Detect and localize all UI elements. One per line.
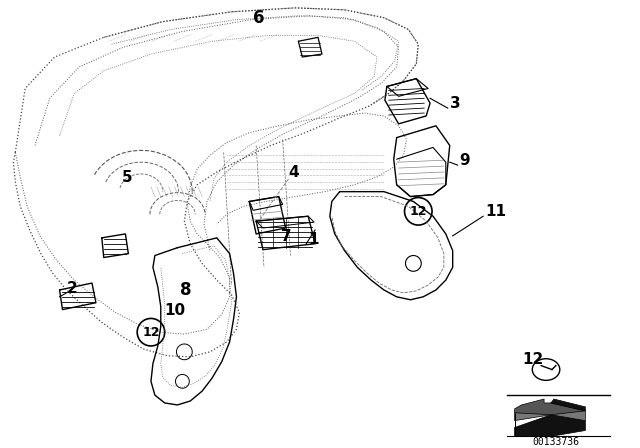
Text: 9: 9 <box>460 153 470 168</box>
Text: 12: 12 <box>410 205 427 218</box>
Text: 1: 1 <box>308 232 319 247</box>
Polygon shape <box>515 399 586 415</box>
Polygon shape <box>515 415 586 436</box>
Text: 8: 8 <box>180 281 192 299</box>
Text: 12: 12 <box>522 352 544 366</box>
Text: 00133736: 00133736 <box>532 437 579 448</box>
Text: 10: 10 <box>164 302 186 318</box>
Text: 3: 3 <box>450 96 460 111</box>
Polygon shape <box>551 399 586 411</box>
Text: 2: 2 <box>67 281 77 296</box>
Text: 12: 12 <box>142 326 160 339</box>
Text: 6: 6 <box>253 9 265 27</box>
Polygon shape <box>515 403 586 421</box>
Text: 4: 4 <box>289 165 299 180</box>
Text: 11: 11 <box>485 204 506 219</box>
Text: 5: 5 <box>122 170 132 185</box>
Text: 7: 7 <box>281 229 291 244</box>
